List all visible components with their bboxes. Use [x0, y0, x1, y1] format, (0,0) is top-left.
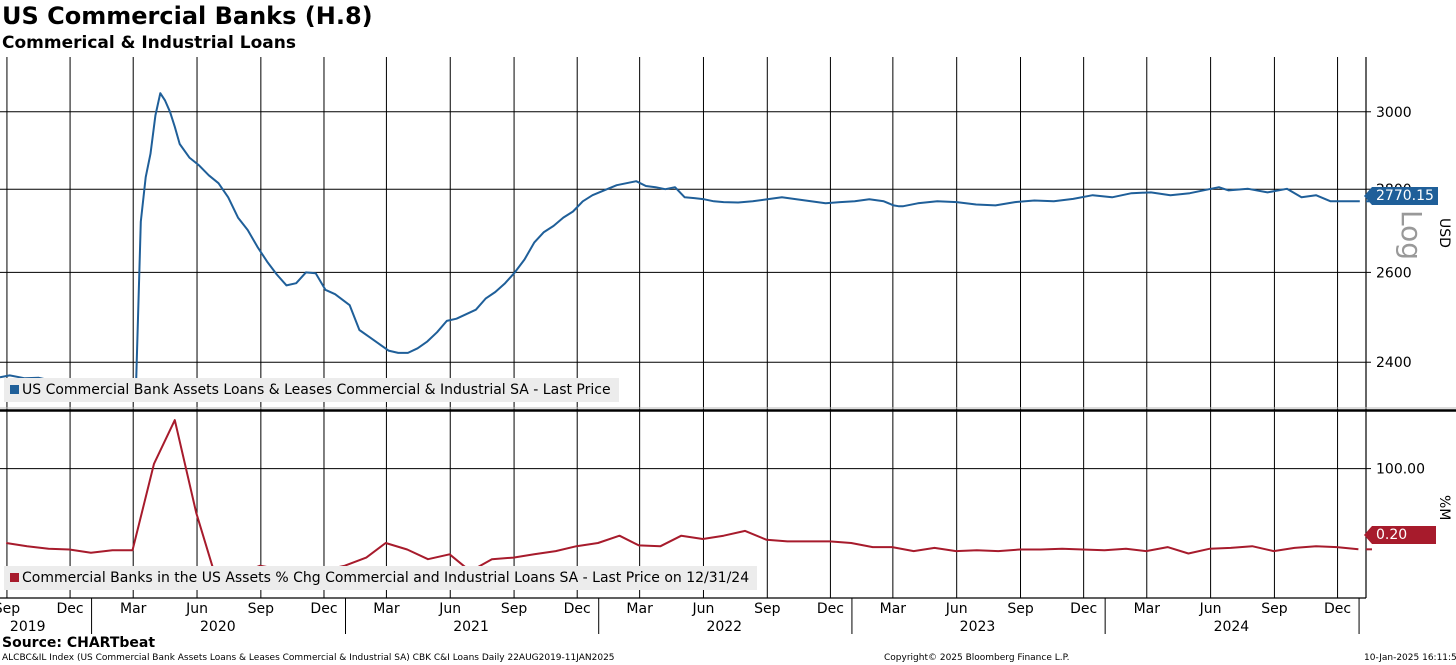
x-tick-label-5: Dec [310, 601, 337, 617]
footer-timestamp: 10-Jan-2025 16:11:51 [1364, 653, 1456, 663]
chart-subtitle: Commerical & Industrial Loans [2, 33, 296, 53]
x-tick-label-18: Mar [1134, 601, 1161, 617]
x-tick-label-19: Jun [1199, 601, 1222, 617]
x-year-label-2: 2021 [453, 619, 489, 635]
x-tick-label-4: Sep [248, 601, 275, 617]
x-tick-label-6: Mar [373, 601, 400, 617]
x-tick-label-3: Jun [185, 601, 208, 617]
x-tick-label-14: Mar [880, 601, 907, 617]
y-tick-label-top-3: 3000 [1376, 105, 1412, 121]
x-tick-label-10: Mar [626, 601, 653, 617]
x-tick-label-13: Dec [817, 601, 844, 617]
footer-index-info: ALCBC&IL Index (US Commercial Bank Asset… [2, 653, 615, 663]
x-tick-label-20: Sep [1261, 601, 1288, 617]
x-tick-label-16: Sep [1007, 601, 1034, 617]
source-note: Source: CHARTbeat [2, 635, 156, 651]
x-tick-label-2: Mar [120, 601, 147, 617]
x-tick-label-9: Dec [564, 601, 591, 617]
legend-text-top: US Commercial Bank Assets Loans & Leases… [22, 382, 611, 398]
x-tick-label-0: Sep [0, 601, 20, 617]
series-line-bottom [6, 419, 1359, 583]
y-tick-label-bottom-0: 100.00 [1376, 462, 1425, 478]
y-axis-unit-top: USD [1436, 218, 1452, 248]
x-year-label-3: 2022 [706, 619, 742, 635]
x-year-label-5: 2024 [1214, 619, 1250, 635]
x-tick-label-1: Dec [57, 601, 84, 617]
series-line-top [0, 92, 1360, 389]
log-scale-label: Log [1395, 210, 1428, 261]
legend-swatch-bottom [10, 573, 19, 582]
chart-title: US Commercial Banks (H.8) [2, 2, 373, 30]
x-tick-label-11: Jun [692, 601, 715, 617]
x-tick-label-7: Jun [438, 601, 461, 617]
y-tick-label-top-0: 2400 [1376, 355, 1412, 371]
legend-top-panel: US Commercial Bank Assets Loans & Leases… [4, 378, 619, 402]
x-tick-label-15: Jun [945, 601, 968, 617]
legend-swatch-top [10, 385, 19, 394]
y-tick-label-top-1: 2600 [1376, 265, 1412, 281]
x-year-label-1: 2020 [200, 619, 236, 635]
x-tick-label-21: Dec [1324, 601, 1351, 617]
last-price-tag-bottom: 0.20 [1364, 526, 1436, 544]
x-year-label-4: 2023 [960, 619, 996, 635]
footer-copyright: Copyright© 2025 Bloomberg Finance L.P. [884, 653, 1070, 663]
x-tick-label-8: Sep [501, 601, 528, 617]
legend-bottom-panel: Commercial Banks in the US Assets % Chg … [4, 566, 758, 590]
y-axis-unit-bottom: %M [1436, 495, 1452, 521]
x-year-label-0: 2019 [10, 619, 46, 635]
last-price-tag-top: 2770.15 [1364, 187, 1438, 205]
x-tick-label-12: Sep [754, 601, 781, 617]
legend-text-bottom: Commercial Banks in the US Assets % Chg … [22, 570, 750, 586]
x-tick-label-17: Dec [1070, 601, 1097, 617]
